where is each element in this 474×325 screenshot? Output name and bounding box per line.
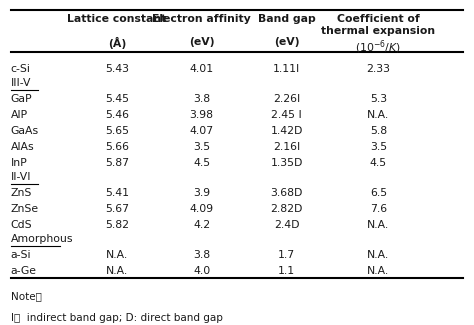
- Text: 5.45: 5.45: [105, 94, 129, 104]
- Text: AlAs: AlAs: [11, 142, 35, 152]
- Text: 1.11I: 1.11I: [273, 64, 300, 74]
- Text: CdS: CdS: [11, 220, 32, 230]
- Text: 5.87: 5.87: [105, 158, 129, 168]
- Text: ZnSe: ZnSe: [11, 204, 39, 214]
- Text: ZnS: ZnS: [11, 188, 32, 198]
- Text: 5.41: 5.41: [105, 188, 129, 198]
- Text: 3.9: 3.9: [193, 188, 210, 198]
- Text: a-Si: a-Si: [11, 250, 31, 260]
- Text: GaP: GaP: [11, 94, 32, 104]
- Text: $(10^{-6}/K)$: $(10^{-6}/K)$: [356, 38, 401, 56]
- Text: Coefficient of
thermal expansion: Coefficient of thermal expansion: [321, 14, 436, 35]
- Text: III-V: III-V: [11, 78, 31, 88]
- Text: 4.0: 4.0: [193, 266, 210, 276]
- Text: 2.82D: 2.82D: [270, 204, 303, 214]
- Text: Amorphous: Amorphous: [11, 234, 73, 244]
- Text: 5.66: 5.66: [105, 142, 129, 152]
- Text: c-Si: c-Si: [11, 64, 31, 74]
- Text: N.A.: N.A.: [367, 110, 390, 120]
- Text: Lattice constant: Lattice constant: [67, 14, 166, 24]
- Text: I：  indirect band gap; D: direct band gap: I： indirect band gap; D: direct band gap: [11, 313, 223, 323]
- Text: N.A.: N.A.: [106, 266, 128, 276]
- Text: 5.8: 5.8: [370, 126, 387, 136]
- Text: 5.46: 5.46: [105, 110, 129, 120]
- Text: N.A.: N.A.: [367, 220, 390, 230]
- Text: a-Ge: a-Ge: [11, 266, 37, 276]
- Text: N.A.: N.A.: [106, 250, 128, 260]
- Text: 2.33: 2.33: [366, 64, 391, 74]
- Text: 1.7: 1.7: [278, 250, 295, 260]
- Text: II-VI: II-VI: [11, 172, 31, 182]
- Text: 4.09: 4.09: [190, 204, 214, 214]
- Text: 1.42D: 1.42D: [270, 126, 303, 136]
- Text: Note：: Note：: [11, 291, 42, 301]
- Text: 4.07: 4.07: [190, 126, 214, 136]
- Text: 2.26I: 2.26I: [273, 94, 300, 104]
- Text: 5.65: 5.65: [105, 126, 129, 136]
- Text: Electron affinity: Electron affinity: [152, 14, 251, 24]
- Text: 1.1: 1.1: [278, 266, 295, 276]
- Text: 4.5: 4.5: [370, 158, 387, 168]
- Text: 5.67: 5.67: [105, 204, 129, 214]
- Text: 5.43: 5.43: [105, 64, 129, 74]
- Text: InP: InP: [11, 158, 27, 168]
- Text: AlP: AlP: [11, 110, 28, 120]
- Text: 4.01: 4.01: [190, 64, 214, 74]
- Text: 6.5: 6.5: [370, 188, 387, 198]
- Text: 4.5: 4.5: [193, 158, 210, 168]
- Text: 2.45 I: 2.45 I: [271, 110, 302, 120]
- Text: 2.4D: 2.4D: [273, 220, 299, 230]
- Text: (eV): (eV): [273, 37, 299, 46]
- Text: 2.16I: 2.16I: [273, 142, 300, 152]
- Text: 3.5: 3.5: [193, 142, 210, 152]
- Text: GaAs: GaAs: [11, 126, 39, 136]
- Text: 3.8: 3.8: [193, 94, 210, 104]
- Text: (eV): (eV): [189, 37, 214, 46]
- Text: N.A.: N.A.: [367, 266, 390, 276]
- Text: 3.8: 3.8: [193, 250, 210, 260]
- Text: (Å): (Å): [108, 37, 126, 49]
- Text: 3.5: 3.5: [370, 142, 387, 152]
- Text: 7.6: 7.6: [370, 204, 387, 214]
- Text: N.A.: N.A.: [367, 250, 390, 260]
- Text: 3.98: 3.98: [190, 110, 214, 120]
- Text: 5.3: 5.3: [370, 94, 387, 104]
- Text: 1.35D: 1.35D: [270, 158, 303, 168]
- Text: 5.82: 5.82: [105, 220, 129, 230]
- Text: Band gap: Band gap: [257, 14, 315, 24]
- Text: 4.2: 4.2: [193, 220, 210, 230]
- Text: 3.68D: 3.68D: [270, 188, 303, 198]
